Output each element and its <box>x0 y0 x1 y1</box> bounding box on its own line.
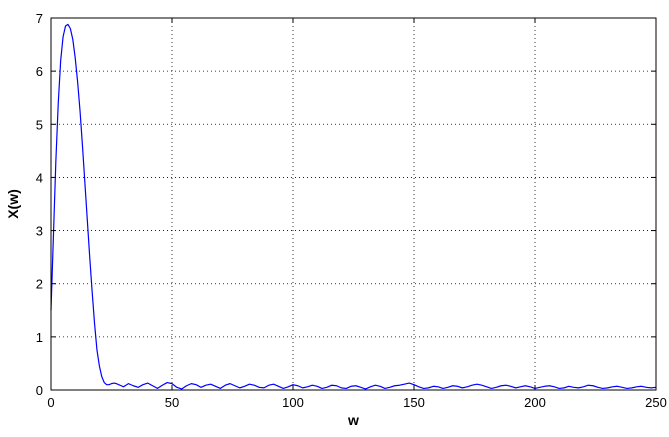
series-layer <box>50 23 657 390</box>
x-tick-label: 50 <box>165 395 179 410</box>
y-tick-label: 4 <box>36 170 43 185</box>
y-tick-label: 0 <box>36 383 43 398</box>
y-tick-label: 7 <box>36 11 43 26</box>
tick-marks <box>50 17 657 391</box>
x-tick-label: 200 <box>524 395 546 410</box>
grid-lines <box>51 18 656 390</box>
y-tick-label: 1 <box>36 330 43 345</box>
y-tick-label: 6 <box>36 64 43 79</box>
y-tick-label: 2 <box>36 277 43 292</box>
x-tick-label: 100 <box>282 395 304 410</box>
plot-area <box>51 18 656 390</box>
y-tick-label: 5 <box>36 117 43 132</box>
x-axis-label: w <box>347 412 359 428</box>
series-line-0 <box>50 23 657 390</box>
tick-labels: 0 50 100 150 200 250 0 1 2 3 4 5 6 7 <box>36 11 667 410</box>
y-tick-label: 3 <box>36 224 43 239</box>
plot-frame <box>50 17 657 391</box>
x-tick-label: 150 <box>403 395 425 410</box>
y-axis-label: X(w) <box>5 189 21 219</box>
x-tick-label: 250 <box>645 395 667 410</box>
x-tick-label: 0 <box>47 395 54 410</box>
